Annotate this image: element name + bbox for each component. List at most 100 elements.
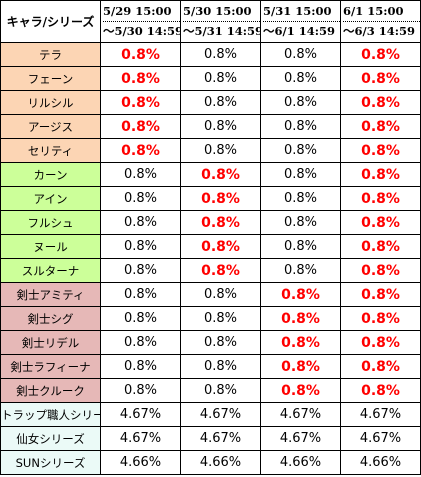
row-name-cell: フェーン — [0, 66, 101, 91]
rate-cell: 4.67% — [340, 402, 421, 427]
table-row: 剣士アミティ 0.8% 0.8% 0.8% 0.8% — [0, 282, 421, 307]
rate-cell: 4.66% — [260, 450, 341, 475]
table-row: トラップ職人シリーズ4.67%4.67%4.67%4.67% — [0, 402, 421, 427]
rate-cell: 0.8% — [260, 378, 341, 403]
period-header-3: 5/31 15:00 ～6/1 14:59 — [260, 0, 341, 43]
rate-cell: 0.8% — [260, 282, 341, 307]
rate-cell: 0.8% — [340, 90, 421, 115]
rate-cell: 0.8% — [260, 114, 341, 139]
period-start: 5/29 15:00 — [103, 4, 172, 18]
rate-cell: 0.8% — [100, 234, 181, 259]
rate-cell: 0.8% — [340, 162, 421, 187]
rate-cell: 4.67% — [260, 426, 341, 451]
rate-cell: 0.8% — [340, 282, 421, 307]
rate-cell: 0.8% — [340, 114, 421, 139]
row-name-cell: 剣士クルーク — [0, 378, 101, 403]
rate-cell: 0.8% — [340, 210, 421, 235]
rate-cell: 0.8% — [180, 306, 261, 331]
rate-cell: 0.8% — [100, 114, 181, 139]
rate-cell: 4.67% — [260, 402, 341, 427]
row-name-cell: ヌール — [0, 234, 101, 259]
rate-cell: 0.8% — [340, 378, 421, 403]
row-name-cell: リルシル — [0, 90, 101, 115]
rate-cell: 0.8% — [340, 306, 421, 331]
table-row: 剣士クルーク 0.8% 0.8% 0.8% 0.8% — [0, 378, 421, 403]
rate-cell: 0.8% — [180, 66, 261, 91]
row-name-cell: セリティ — [0, 138, 101, 163]
rate-cell: 0.8% — [100, 66, 181, 91]
table-row: アージス 0.8% 0.8% 0.8% 0.8% — [0, 114, 421, 139]
rate-cell: 0.8% — [340, 66, 421, 91]
table-row: フェーン 0.8% 0.8% 0.8% 0.8% — [0, 66, 421, 91]
rate-cell: 0.8% — [180, 234, 261, 259]
rate-cell: 0.8% — [100, 210, 181, 235]
rate-cell: 0.8% — [100, 138, 181, 163]
row-name-cell: トラップ職人シリーズ — [0, 402, 101, 427]
rate-cell: 0.8% — [340, 138, 421, 163]
period-end: ～6/1 14:59 — [263, 21, 340, 41]
table-row: リルシル 0.8% 0.8% 0.8% 0.8% — [0, 90, 421, 115]
rate-cell: 0.8% — [340, 234, 421, 259]
period-end: ～5/31 14:59 — [183, 21, 260, 41]
rate-cell: 0.8% — [260, 330, 341, 355]
rate-cell: 0.8% — [100, 258, 181, 283]
period-start: 5/30 15:00 — [183, 4, 252, 18]
rate-cell: 0.8% — [340, 42, 421, 67]
rate-cell: 0.8% — [340, 354, 421, 379]
rate-cell: 0.8% — [180, 138, 261, 163]
table-row: フルシュ 0.8% 0.8% 0.8% 0.8% — [0, 210, 421, 235]
rate-cell: 4.66% — [100, 450, 181, 475]
row-name-cell: アージス — [0, 114, 101, 139]
rate-cell: 0.8% — [180, 114, 261, 139]
rate-cell: 0.8% — [260, 306, 341, 331]
rate-cell: 0.8% — [260, 234, 341, 259]
row-name-cell: 剣士ラフィーナ — [0, 354, 101, 379]
period-header-1: 5/29 15:00 ～5/30 14:59 — [100, 0, 181, 43]
rate-cell: 0.8% — [260, 138, 341, 163]
rate-cell: 4.67% — [100, 426, 181, 451]
rate-cell: 0.8% — [180, 282, 261, 307]
table-row: カーン 0.8% 0.8% 0.8% 0.8% — [0, 162, 421, 187]
row-name-cell: カーン — [0, 162, 101, 187]
table-body: テラ 0.8% 0.8% 0.8% 0.8% フェーン 0.8% 0.8% 0.8% 0.8% リル… — [0, 42, 421, 475]
table-row: ヌール 0.8% 0.8% 0.8% 0.8% — [0, 234, 421, 259]
rate-cell: 0.8% — [260, 258, 341, 283]
row-name-cell: 剣士アミティ — [0, 282, 101, 307]
row-name-cell: テラ — [0, 42, 101, 67]
rate-cell: 0.8% — [100, 186, 181, 211]
rate-cell: 0.8% — [260, 186, 341, 211]
name-column-header: キャラ/シリーズ — [0, 0, 101, 43]
rate-cell: 0.8% — [180, 186, 261, 211]
table-row: 仙女シリーズ 4.67% 4.67% 4.67% 4.67% — [0, 426, 421, 451]
header-row: キャラ/シリーズ 5/29 15:00 ～5/30 14:59 5/30 15:0… — [0, 0, 421, 43]
period-header-2: 5/30 15:00 ～5/31 14:59 — [180, 0, 261, 43]
rate-cell: 0.8% — [100, 90, 181, 115]
table-row: 剣士リデル 0.8% 0.8% 0.8% 0.8% — [0, 330, 421, 355]
rate-cell: 0.8% — [100, 282, 181, 307]
rate-cell: 0.8% — [340, 258, 421, 283]
rate-cell: 0.8% — [180, 90, 261, 115]
rate-cell: 0.8% — [100, 354, 181, 379]
rate-cell: 0.8% — [260, 162, 341, 187]
table-row: 剣士ラフィーナ 0.8% 0.8% 0.8% 0.8% — [0, 354, 421, 379]
table-row: SUNシリーズ 4.66% 4.66% 4.66% 4.66% — [0, 450, 421, 475]
period-header-4: 6/1 15:00 ～6/3 14:59 — [340, 0, 421, 43]
period-start: 6/1 15:00 — [343, 4, 404, 18]
rate-cell: 0.8% — [180, 42, 261, 67]
rate-cell: 0.8% — [100, 378, 181, 403]
rate-cell: 4.67% — [180, 402, 261, 427]
table-row: テラ 0.8% 0.8% 0.8% 0.8% — [0, 42, 421, 67]
rate-cell: 0.8% — [260, 90, 341, 115]
rate-cell: 0.8% — [180, 258, 261, 283]
row-name-cell: スルターナ — [0, 258, 101, 283]
period-end: ～5/30 14:59 — [103, 21, 180, 41]
row-name-cell: 剣士シグ — [0, 306, 101, 331]
rate-cell: 0.8% — [260, 42, 341, 67]
row-name-cell: SUNシリーズ — [0, 450, 101, 475]
rate-cell: 4.66% — [340, 450, 421, 475]
table-row: 剣士シグ 0.8% 0.8% 0.8% 0.8% — [0, 306, 421, 331]
rate-cell: 0.8% — [260, 354, 341, 379]
row-name-cell: アイン — [0, 186, 101, 211]
period-end: ～6/3 14:59 — [343, 21, 420, 41]
